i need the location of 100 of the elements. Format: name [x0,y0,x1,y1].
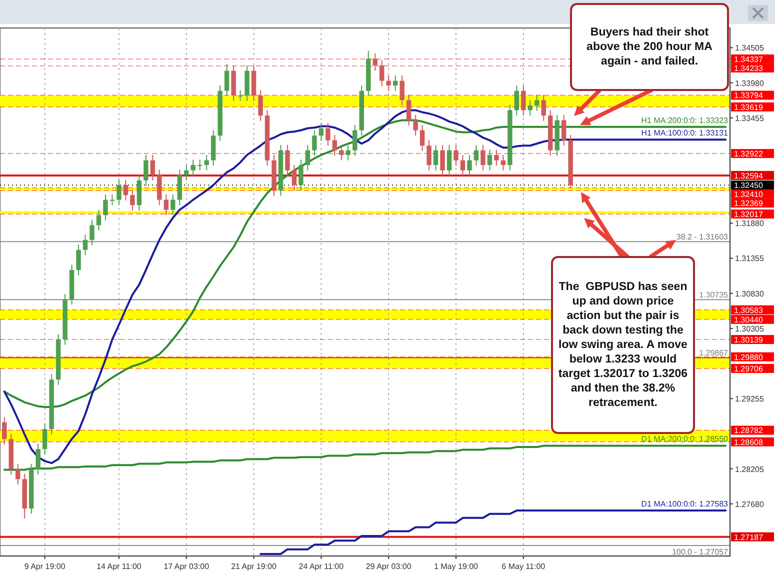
candlestick [467,154,472,176]
candlestick [16,463,20,485]
candlestick [285,144,290,176]
candlestick [339,144,344,161]
y-tick-label: 1.31355 [735,254,764,264]
x-tick-label: 1 May 19:00 [434,562,479,571]
series-label: D1 MA:200:0:0: 1.28550 [641,434,729,444]
candlestick [487,149,492,171]
candlestick [42,423,48,455]
series-label: H1 MA:200:0:0: 1.33323 [641,116,729,125]
candlestick [110,194,115,206]
candlestick [413,114,418,136]
ref-line-label: 1.28608 [734,438,764,447]
ref-line-label: 1.29706 [734,364,764,374]
candlestick [326,122,330,146]
candlestick [406,94,412,126]
candlestick [352,124,358,156]
ref-line-label: 1.34337 [734,54,764,64]
x-tick-label: 24 Apr 11:00 [298,562,344,571]
candlestick [123,179,128,201]
candlestick [433,144,438,171]
candlestick [440,144,445,176]
ref-line-label: 1.32410 [734,190,764,200]
x-tick-label: 9 Apr 19:00 [24,562,66,571]
candlestick [541,94,546,122]
ref-line-label: 1.33619 [734,102,764,112]
candlestick [400,74,404,106]
ref-line-label: 1.30735 [699,290,729,300]
candlestick [103,194,108,221]
candlestick [90,219,94,246]
ref-line-label: 1.32017 [734,210,764,220]
y-tick-label: 1.29255 [735,394,764,404]
ref-line-label: 1.32369 [734,199,764,208]
candlestick [420,124,425,152]
candlestick [164,194,169,216]
ref-line-label: 1.29867 [699,348,729,358]
candlestick [298,159,304,191]
y-tick-label: 1.30305 [735,324,764,334]
candlestick [460,154,466,176]
candlestick [346,144,351,161]
series-label: D1 MA:100:0:0: 1.27583 [641,500,729,509]
y-tick-label: 1.34505 [735,44,764,53]
candlestick [224,64,230,97]
candlestick [150,154,156,181]
candlestick [292,164,297,191]
ref-line-label: 1.32594 [734,171,764,180]
candlestick [36,443,40,475]
candlestick [514,84,520,116]
candlestick [305,144,310,171]
candlestick [379,60,384,87]
ref-line-label: 1.30440 [734,315,764,324]
candlestick [130,189,135,211]
annotation: 100.0 - 1.27057 [672,548,729,557]
ref-line-label: 1.30139 [734,336,764,345]
candlestick [184,164,189,181]
candlestick [534,94,540,112]
y-tick-label: 1.31880 [735,219,764,228]
ref-line-label: 1.30583 [734,306,764,315]
candlestick [198,159,202,171]
ref-line-label: 1.34233 [734,64,764,73]
line-series [260,510,727,555]
candlestick [480,144,486,171]
candlestick [258,90,263,122]
candlestick [76,244,81,276]
candlestick [82,234,88,256]
ref-line-label: 1.27187 [734,532,764,542]
ref-line-label: 1.32450 [734,181,764,190]
candlestick [426,140,432,171]
y-tick-label: 1.30830 [735,289,764,298]
candlestick [312,130,317,156]
candlestick [446,144,452,176]
candlestick [116,179,122,206]
candlestick [318,122,324,142]
ref-line-label: 1.32922 [734,150,764,159]
candlestick [561,114,566,146]
candlestick [521,84,526,116]
y-tick-label: 1.27680 [735,500,764,509]
candlestick [204,154,209,171]
series-label: H1 MA:100:0:0: 1.33131 [641,128,729,138]
y-tick-label: 1.28205 [735,464,764,474]
candlestick [144,154,148,186]
ref-line-label: 1.33794 [734,91,764,100]
candlestick [2,416,7,445]
candlestick [454,144,458,166]
annotation: Buyers had their shot above the 200 hour MA again - and failed. [586,26,712,68]
x-tick-label: 14 Apr 11:00 [96,562,142,571]
candlestick [372,52,378,72]
candlestick [392,74,398,92]
x-tick-label: 29 Apr 03:00 [366,562,412,571]
x-tick-label: 21 Apr 19:00 [231,562,278,571]
candlestick [474,144,479,166]
candlestick [170,194,176,216]
y-tick-label: 1.33455 [735,114,764,123]
x-tick-label: 6 May 11:00 [502,562,546,571]
candlestick [238,90,243,102]
ref-line-label: 1.29880 [734,352,764,362]
candlestick [500,154,506,171]
candlestick [494,149,499,166]
candlestick [190,159,196,176]
candlestick [386,74,391,92]
